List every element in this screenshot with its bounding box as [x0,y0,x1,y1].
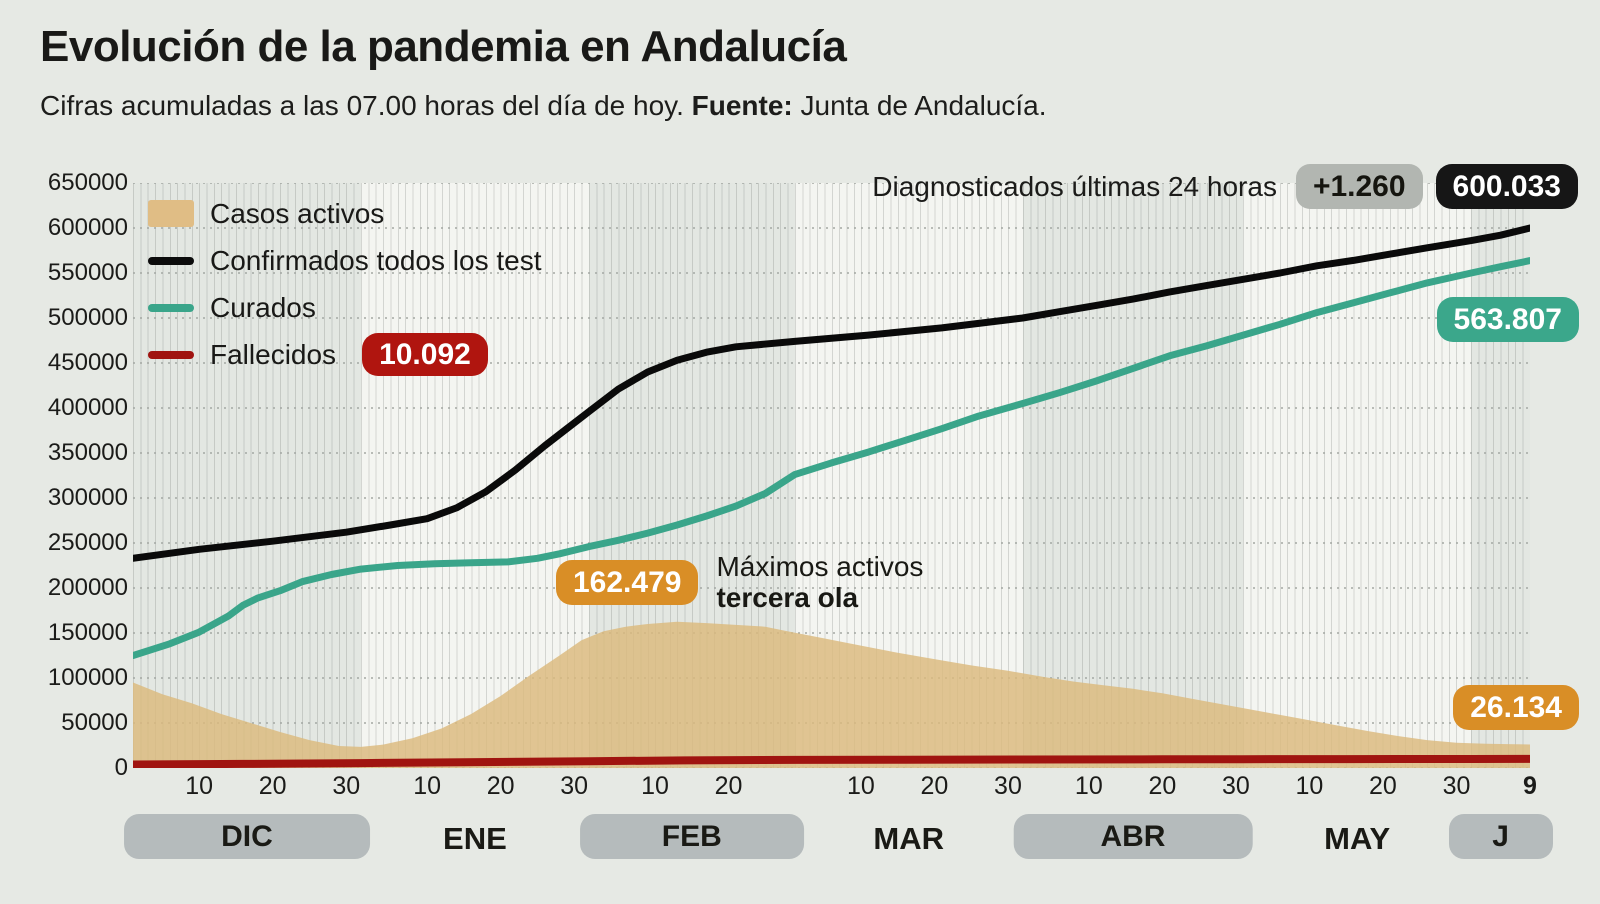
x-tick-feb-10: 10 [641,772,669,800]
max-active-caption: Máximos activos tercera ola [716,551,924,614]
curados-total-badge: 563.807 [1436,297,1579,342]
fallecidos-total-badge: 10.092 [362,333,488,376]
y-tick-100000: 100000 [47,664,128,691]
month-band-abr [1022,183,1244,768]
month-label-mar: MAR [873,821,944,856]
legend-item-confirmados: Confirmados todos los test [148,237,542,284]
month-label-abr: ABR [1013,814,1253,859]
legend-swatch-area-icon [148,200,194,227]
x-tick-dic-20: 20 [258,772,287,800]
y-tick-50000: 50000 [61,709,128,736]
activos-total-badge: 26.134 [1453,685,1579,730]
x-tick-may-30: 30 [1442,772,1471,800]
max-active-annotation: 162.479 Máximos activos tercera ola [556,551,924,614]
y-tick-550000: 550000 [47,259,128,286]
x-tick-ene-20: 20 [486,772,515,800]
x-tick-ene-10: 10 [413,772,441,800]
legend-item-curados: Curados [148,284,542,331]
x-tick-mar-10: 10 [847,772,875,800]
y-tick-150000: 150000 [47,619,128,646]
legend-label-curados: Curados [210,291,316,323]
x-tick-ene-30: 30 [560,772,589,800]
legend-item-casos-activos: Casos activos [148,190,542,237]
y-tick-600000: 600000 [47,214,128,241]
diagnosed-24h-annotation: Diagnosticados últimas 24 horas +1.260 6… [872,164,1578,209]
diagnosed-24h-delta-badge: +1.260 [1295,164,1423,209]
series-fallecidos [133,754,1530,768]
x-tick-j-9: 9 [1523,772,1537,800]
y-tick-200000: 200000 [47,574,128,601]
x-tick-dic-10: 10 [185,772,214,800]
y-tick-0: 0 [114,754,128,781]
y-tick-250000: 250000 [47,529,128,556]
month-band-dic [133,183,361,768]
series-casos-activos [133,621,1530,768]
y-tick-500000: 500000 [47,304,128,331]
series-confirmados-todos-los-test [133,224,1530,562]
month-label-dic: DIC [123,814,370,859]
confirmados-total-badge: 600.033 [1435,164,1578,209]
x-tick-feb-20: 20 [714,772,743,800]
chart-legend: Casos activos Confirmados todos los test… [148,190,542,378]
legend-swatch-teal-line-icon [148,303,194,312]
y-tick-650000: 650000 [47,169,128,196]
max-active-caption-line2: tercera ola [716,581,859,613]
month-label-ene: ENE [443,821,507,856]
legend-label-confirmados: Confirmados todos los test [210,244,542,276]
y-tick-350000: 350000 [47,439,128,466]
month-label-may: MAY [1324,821,1391,856]
month-label-feb: FEB [579,814,804,859]
x-tick-mar-30: 30 [994,772,1022,800]
max-active-badge: 162.479 [556,560,699,606]
subtitle-source-label: Fuente: [691,90,793,121]
x-tick-abr-20: 20 [1148,772,1177,800]
subtitle-source-value: Junta de Andalucía. [792,90,1047,121]
x-tick-abr-30: 30 [1221,772,1250,800]
diagnosed-24h-label: Diagnosticados últimas 24 horas [872,170,1277,202]
max-active-caption-line1: Máximos activos [716,551,924,582]
legend-swatch-red-line-icon [148,350,194,359]
y-tick-300000: 300000 [47,484,128,511]
legend-label-casos-activos: Casos activos [210,197,385,229]
month-band-j [1471,183,1530,768]
chart-plot-area [133,183,1530,768]
legend-swatch-black-line-icon [148,256,194,265]
x-tick-may-20: 20 [1369,772,1397,800]
page-title: Evolución de la pandemia en Andalucía [40,22,847,71]
x-tick-may-10: 10 [1295,772,1324,800]
legend-item-fallecidos: Fallecidos 10.092 [148,331,542,378]
series-curados [133,257,1530,659]
y-tick-450000: 450000 [47,349,128,376]
page-subtitle: Cifras acumuladas a las 07.00 horas del … [40,90,1047,122]
y-tick-400000: 400000 [47,394,128,421]
x-tick-mar-20: 20 [920,772,949,800]
subtitle-text: Cifras acumuladas a las 07.00 horas del … [40,90,692,121]
legend-label-fallecidos: Fallecidos [210,338,337,370]
x-tick-dic-30: 30 [332,772,361,800]
x-tick-abr-10: 10 [1074,772,1103,800]
month-label-j: J [1448,814,1553,859]
